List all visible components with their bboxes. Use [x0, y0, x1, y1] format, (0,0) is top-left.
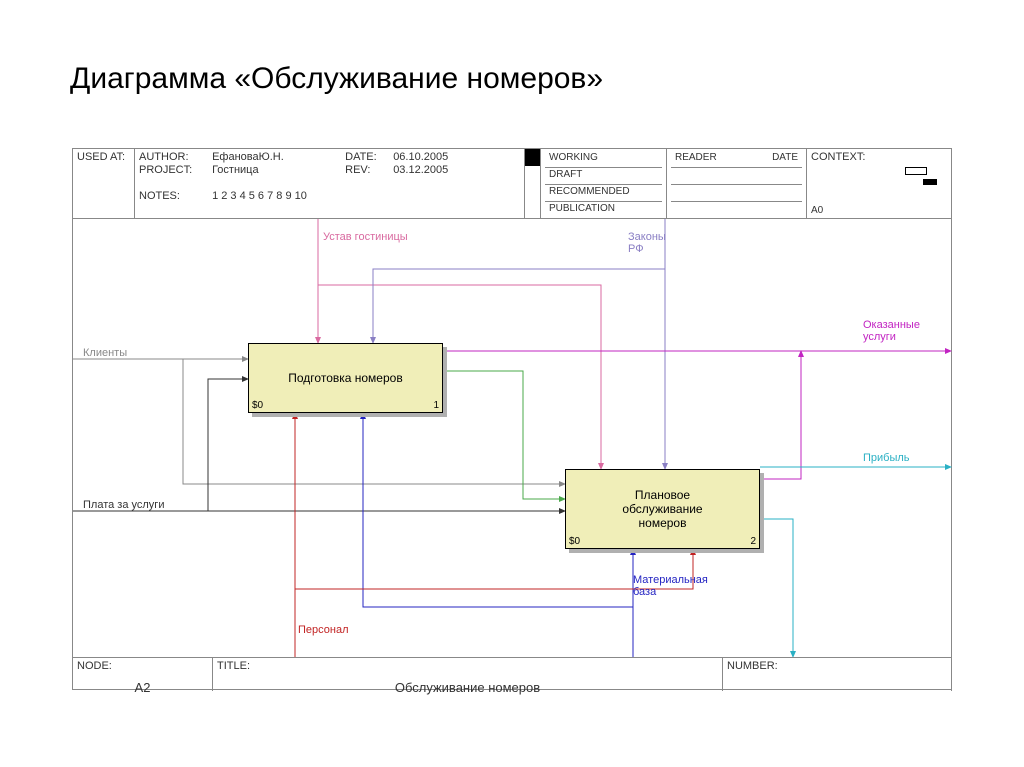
header-black-marker: [525, 149, 541, 218]
arrow-a_plata_up: [208, 379, 248, 511]
date-label: DATE:: [345, 151, 390, 163]
diagram-label-ustav: Устав гостиницы: [323, 231, 408, 243]
node-corner-right: 1: [433, 400, 439, 411]
footer-number: NUMBER:: [723, 658, 952, 691]
node-corner-right: 2: [750, 536, 756, 547]
header-author-block: AUTHOR: ЕфановаЮ.Н. DATE: 06.10.2005 PRO…: [135, 149, 525, 218]
context-label: CONTEXT:: [811, 151, 865, 163]
page-title: Диаграмма «Обслуживание номеров»: [70, 62, 603, 96]
reader-row: [671, 185, 802, 202]
header-status: WORKING DRAFT RECOMMENDED PUBLICATION: [541, 149, 667, 218]
header-used-at: USED AT:: [73, 149, 135, 218]
number-label: NUMBER:: [727, 660, 778, 672]
diagram-canvas: Подготовка номеров $0 1 Плановое обслуживан…: [73, 219, 951, 657]
arrow-a_okaz2: [760, 351, 801, 479]
project-value: Гостница: [212, 164, 342, 176]
project-label: PROJECT:: [139, 164, 209, 176]
diagram-node-n1: Подготовка номеров $0 1: [248, 343, 443, 413]
diagram-label-plata: Плата за услуги: [83, 499, 164, 511]
status-recommended: RECOMMENDED: [545, 185, 662, 202]
arrow-a_pribyl_fb: [760, 519, 793, 657]
title-label: TITLE:: [217, 660, 250, 672]
arrows-layer: [73, 219, 953, 657]
reader-row: [671, 168, 802, 185]
reader-date-label: DATE: [772, 152, 798, 166]
header-reader: READER DATE: [667, 149, 807, 218]
diagram-label-klienty: Клиенты: [83, 347, 127, 359]
status-working: WORKING: [545, 151, 662, 168]
diagram-label-personal: Персонал: [298, 624, 349, 636]
author-label: AUTHOR:: [139, 151, 209, 163]
diagram-label-matbaza: Материальная база: [633, 574, 708, 598]
reader-row: [671, 202, 802, 219]
reader-label: READER: [675, 152, 772, 166]
context-box-icon: [923, 179, 937, 185]
arrow-a_zakony: [373, 219, 665, 343]
title-value: Обслуживание номеров: [217, 680, 718, 695]
footer-row: NODE: A2 TITLE: Обслуживание номеров NUM…: [73, 657, 951, 691]
context-code: A0: [811, 205, 823, 216]
status-publication: PUBLICATION: [545, 202, 662, 219]
author-value: ЕфановаЮ.Н.: [212, 151, 342, 163]
notes-label: NOTES:: [139, 190, 209, 202]
context-box-icon: [905, 167, 927, 175]
rev-value: 03.12.2005: [393, 164, 473, 176]
node-value: A2: [77, 680, 208, 695]
date-value: 06.10.2005: [393, 151, 473, 163]
idef0-frame: USED AT: AUTHOR: ЕфановаЮ.Н. DATE: 06.10…: [72, 148, 952, 690]
header-row: USED AT: AUTHOR: ЕфановаЮ.Н. DATE: 06.10…: [73, 149, 951, 219]
arrow-a_n1n2: [443, 371, 565, 499]
rev-label: REV:: [345, 164, 390, 176]
node-corner-left: $0: [569, 536, 580, 547]
diagram-label-okazannye: Оказанные услуги: [863, 319, 920, 343]
node-label: Плановое обслуживание номеров: [622, 488, 702, 530]
diagram-label-zakony: Законы РФ: [628, 231, 666, 255]
node-corner-left: $0: [252, 400, 263, 411]
header-context: CONTEXT: A0: [807, 149, 952, 218]
diagram-node-n2: Плановое обслуживание номеров $0 2: [565, 469, 760, 549]
node-label: NODE:: [77, 660, 112, 672]
notes-value: 1 2 3 4 5 6 7 8 9 10: [212, 190, 307, 202]
node-label: Подготовка номеров: [288, 371, 402, 385]
footer-node: NODE: A2: [73, 658, 213, 691]
status-draft: DRAFT: [545, 168, 662, 185]
footer-title: TITLE: Обслуживание номеров: [213, 658, 723, 691]
diagram-label-pribyl: Прибыль: [863, 452, 910, 464]
